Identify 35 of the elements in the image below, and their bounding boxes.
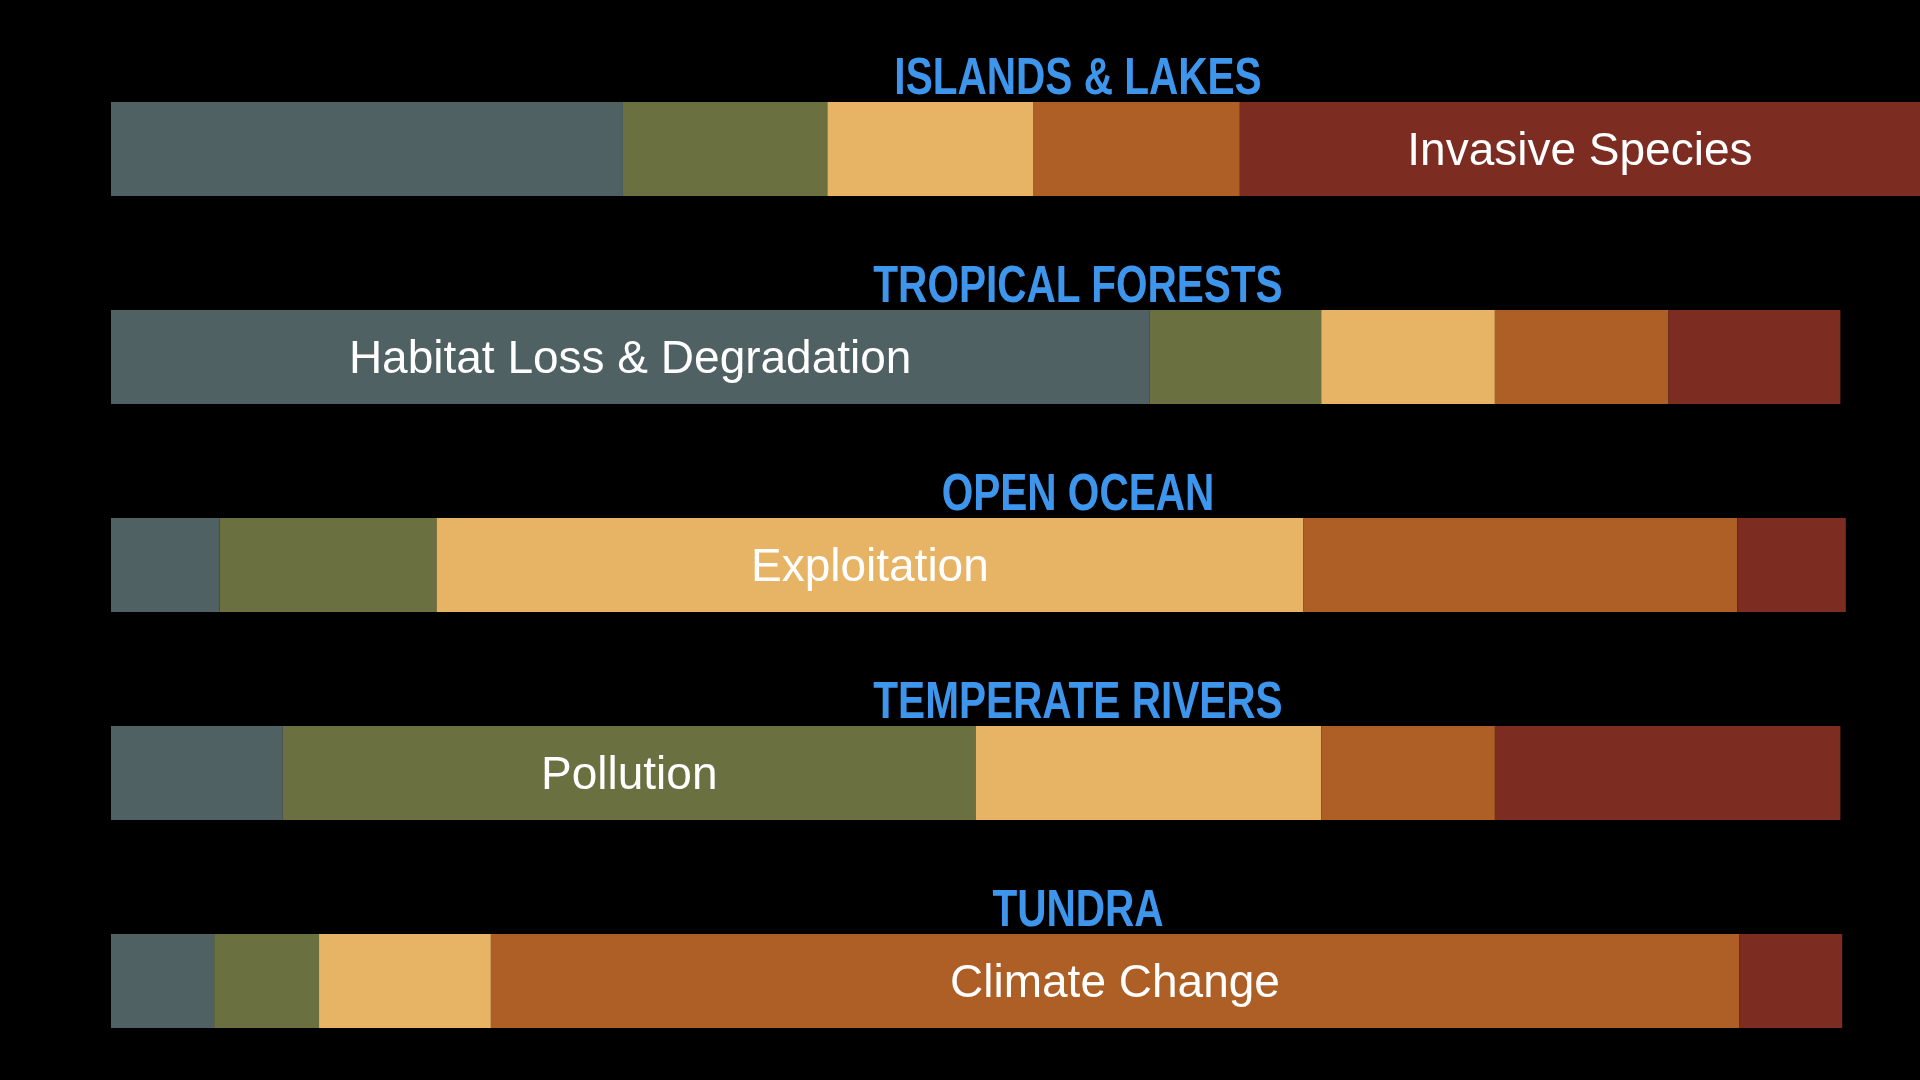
bar (975, 726, 1322, 820)
y-tick-label: TUNDRA (992, 879, 1164, 938)
bar (111, 518, 220, 612)
bar (436, 518, 1304, 612)
series-label: Habitat Loss & Degradation (348, 331, 912, 384)
bar (214, 934, 320, 1028)
bar (1321, 310, 1495, 404)
bar (1033, 102, 1240, 196)
bar (219, 518, 437, 612)
series-label: Pollution (541, 747, 718, 800)
bar (282, 726, 976, 820)
bar (490, 934, 1740, 1028)
y-tick-label: TROPICAL FORESTS (873, 255, 1283, 314)
bar (1739, 934, 1843, 1028)
series-label: Climate Change (950, 955, 1280, 1008)
bar (1668, 310, 1841, 404)
bar (111, 102, 623, 196)
bar (622, 102, 828, 196)
bar (319, 934, 491, 1028)
y-tick-label: OPEN OCEAN (941, 463, 1215, 522)
bar (1149, 310, 1322, 404)
y-tick-label: ISLANDS & LAKES (894, 47, 1262, 106)
series-label: Invasive Species (1407, 123, 1753, 176)
y-tick-label: TEMPERATE RIVERS (873, 671, 1283, 730)
bar (1321, 726, 1495, 820)
bar (827, 102, 1034, 196)
bar (1303, 518, 1738, 612)
bar (111, 726, 283, 820)
series-label: Exploitation (750, 539, 989, 592)
bar (111, 310, 1150, 404)
bar (1494, 726, 1841, 820)
bar (1494, 310, 1669, 404)
bar (1737, 518, 1846, 612)
bar (1239, 102, 1920, 196)
bar (111, 934, 215, 1028)
